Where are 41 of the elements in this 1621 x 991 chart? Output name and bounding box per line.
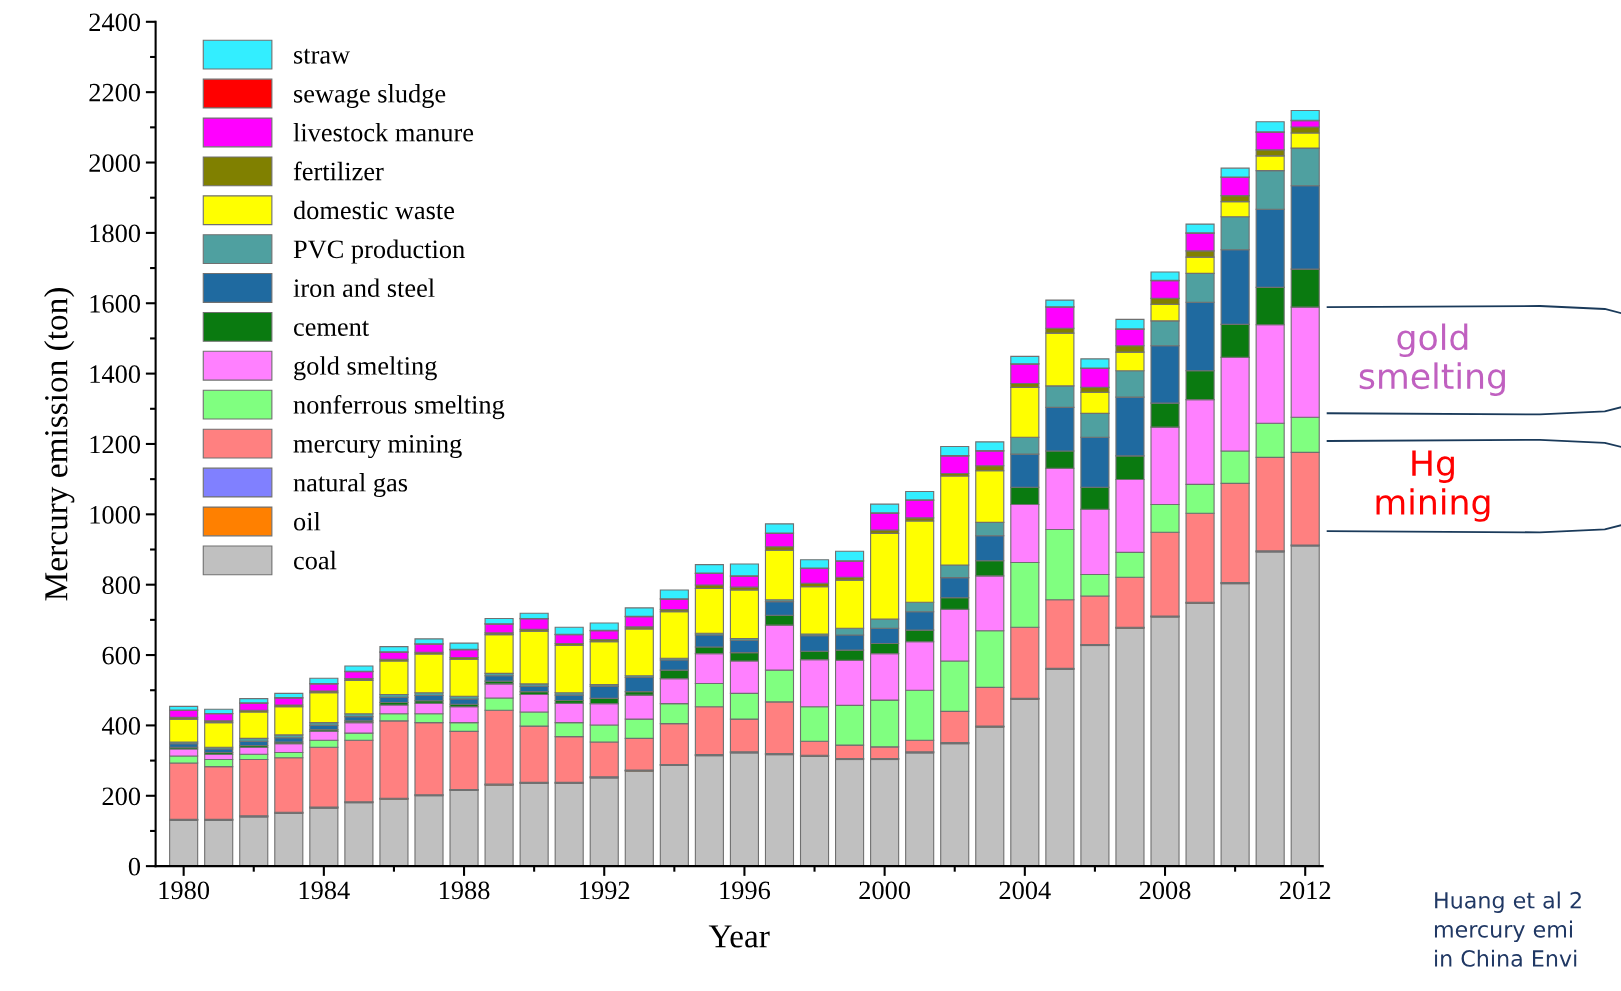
x-tick-label: 2004	[999, 881, 1051, 900]
y-axis-title: Mercury emission (ton)	[44, 288, 75, 601]
x-tick-label: 2012	[1279, 881, 1331, 900]
legend-label: coal	[293, 550, 337, 570]
legend-label: straw	[294, 48, 351, 64]
x-axis-title: Year	[708, 925, 770, 948]
text: gold smelting	[1359, 323, 1505, 396]
legend-label: fertilizer	[293, 161, 384, 181]
y-tick-label: 2400	[89, 13, 141, 32]
x-tick-label: 1984	[299, 881, 350, 900]
legend-label: sewage sludge	[294, 84, 446, 109]
text: Hg mining	[1376, 450, 1490, 522]
legend-label: PVC production	[293, 239, 465, 264]
y-tick-label: 2200	[89, 83, 141, 102]
legend-label: oil	[293, 512, 321, 531]
y-tick-label: 1600	[90, 294, 141, 313]
legend-label: livestock manure	[293, 123, 474, 142]
legend-label: nonferrous smelting	[293, 394, 505, 420]
x-tick-label: 2008	[1139, 881, 1191, 900]
y-tick-label: 400	[101, 717, 141, 735]
y-tick-label: 2000	[89, 154, 141, 172]
text: Huang et al 2 mercury emi in China Envi	[1434, 891, 1581, 967]
legend-label: mercury mining	[293, 434, 462, 459]
y-tick-label: 0	[128, 857, 141, 876]
y-tick-label: 600	[102, 646, 141, 665]
y-tick-label: 1200	[90, 435, 141, 454]
y-tick-label: 1000	[90, 505, 141, 524]
x-tick-label: 1992	[580, 881, 630, 900]
x-tick-label: 1980	[159, 881, 210, 900]
legend-label: gold smelting	[294, 356, 437, 381]
legend-label: natural gas	[293, 473, 408, 498]
x-tick-label: 1996	[720, 881, 771, 900]
legend-label: domestic waste	[293, 200, 455, 220]
x-tick-label: 1988	[439, 881, 490, 900]
y-tick-label: 800	[102, 576, 141, 595]
y-tick-label: 200	[102, 787, 141, 806]
legend-label: iron and steel	[293, 278, 435, 298]
x-tick-label: 2000	[859, 881, 911, 900]
legend-label: cement	[293, 320, 370, 336]
y-tick-label: 1800	[90, 224, 141, 243]
y-tick-label: 1400	[90, 365, 141, 384]
